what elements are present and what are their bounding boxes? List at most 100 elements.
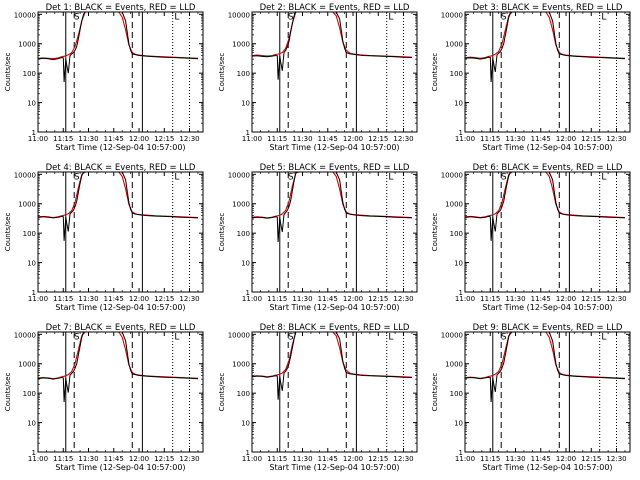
panel-mark-label: S [74,333,80,343]
panel-mark-label: L [601,13,606,23]
y-tick-label: 10 [454,100,463,108]
detector-panel: Det 1: BLACK = Events, RED = LLD Start Ti… [4,3,204,152]
y-tick-label: 1000 [18,41,36,49]
x-tick-label: 11:45 [104,455,124,463]
y-tick-label: 10 [27,420,36,428]
detector-panel: Det 9: BLACK = Events, RED = LLD Start Ti… [431,323,631,472]
y-tick-label: 1 [246,289,250,297]
y-tick-label: 10000 [441,11,463,19]
y-axis-label: Counts/sec [431,213,439,252]
x-tick-label: 12:00 [129,295,149,303]
panel-mark-label: S [288,333,294,343]
y-tick-label: 1 [32,289,36,297]
panel-mark-label: L [388,333,393,343]
y-tick-label: 1 [459,129,463,137]
panel-title: Det 3: BLACK = Events, RED = LLD [473,3,623,13]
x-tick-label: 11:30 [78,135,98,143]
x-tick-label: 11:00 [242,455,262,463]
y-tick-label: 10000 [228,11,250,19]
detector-panel: Det 7: BLACK = Events, RED = LLD Start Ti… [4,323,204,472]
y-tick-label: 1000 [232,361,250,369]
x-tick-label: 11:00 [242,135,262,143]
y-tick-label: 1 [459,289,463,297]
x-tick-label: 11:30 [292,455,312,463]
detector-panel: Det 6: BLACK = Events, RED = LLD Start Ti… [431,163,631,312]
y-tick-label: 10000 [441,171,463,179]
x-tick-label: 12:00 [129,135,149,143]
x-tick-label: 11:00 [28,295,48,303]
x-tick-label: 12:30 [393,135,413,143]
plot-frame [37,331,204,453]
x-tick-label: 11:00 [455,455,475,463]
y-tick-label: 1 [246,449,250,457]
events-series-line [252,12,412,80]
panel-mark-label: L [388,173,393,183]
x-tick-label: 12:00 [343,455,363,463]
y-tick-label: 100 [450,230,463,238]
x-tick-label: 11:30 [505,455,525,463]
y-axis-label: Counts/sec [4,373,12,412]
plot-frame [251,11,418,133]
x-tick-label: 12:15 [368,295,388,303]
panel-title: Det 6: BLACK = Events, RED = LLD [473,163,623,173]
x-tick-label: 12:30 [393,295,413,303]
y-tick-label: 10 [27,260,36,268]
panel-mark-label: L [174,333,179,343]
x-tick-label: 11:45 [318,135,338,143]
x-axis-label: Start Time (12-Sep-04 10:57:00) [55,143,185,152]
x-tick-label: 12:30 [179,295,199,303]
x-tick-label: 11:30 [78,455,98,463]
x-tick-label: 11:30 [78,295,98,303]
y-tick-label: 100 [237,230,250,238]
panel-mark-label: L [174,173,179,183]
panel-mark-label: S [288,13,294,23]
x-tick-label: 11:45 [318,295,338,303]
x-tick-label: 11:00 [455,295,475,303]
x-tick-label: 11:00 [28,455,48,463]
y-tick-label: 1000 [445,41,463,49]
events-series-line [252,172,412,243]
x-tick-label: 12:15 [154,295,174,303]
y-tick-label: 10 [454,420,463,428]
panel-title: Det 2: BLACK = Events, RED = LLD [260,3,410,13]
y-axis-label: Counts/sec [218,373,226,412]
x-axis-label: Start Time (12-Sep-04 10:57:00) [482,303,612,312]
y-tick-label: 10000 [14,331,36,339]
x-tick-label: 11:15 [53,455,73,463]
y-axis-label: Counts/sec [4,213,12,252]
panel-title: Det 5: BLACK = Events, RED = LLD [260,163,410,173]
x-tick-label: 11:15 [480,135,500,143]
plot-frame [464,11,631,133]
y-tick-label: 10 [454,260,463,268]
y-tick-label: 10 [241,420,250,428]
y-axis-label: Counts/sec [431,373,439,412]
detector-panel: Det 8: BLACK = Events, RED = LLD Start Ti… [218,323,418,472]
panel-title: Det 8: BLACK = Events, RED = LLD [260,323,410,333]
plot-frame [37,11,204,133]
x-tick-label: 11:45 [531,295,551,303]
x-tick-label: 11:15 [267,135,287,143]
y-tick-label: 10000 [228,331,250,339]
y-tick-label: 100 [23,390,36,398]
events-series-line [38,12,198,83]
y-tick-label: 10000 [228,171,250,179]
panel-mark-label: L [601,173,606,183]
x-tick-label: 11:45 [531,135,551,143]
x-tick-label: 12:30 [606,455,626,463]
x-tick-label: 12:00 [129,455,149,463]
x-tick-label: 11:00 [28,135,48,143]
x-tick-label: 11:45 [104,135,124,143]
events-series-line [252,332,412,400]
y-axis-label: Counts/sec [4,53,12,92]
events-series-line [465,332,625,403]
x-tick-label: 12:30 [179,135,199,143]
x-tick-label: 11:30 [292,135,312,143]
y-tick-label: 100 [237,70,250,78]
x-tick-label: 12:00 [343,295,363,303]
x-axis-label: Start Time (12-Sep-04 10:57:00) [55,463,185,472]
y-tick-label: 1000 [18,201,36,209]
y-tick-label: 100 [450,390,463,398]
x-tick-label: 12:15 [368,135,388,143]
x-tick-label: 11:45 [104,295,124,303]
